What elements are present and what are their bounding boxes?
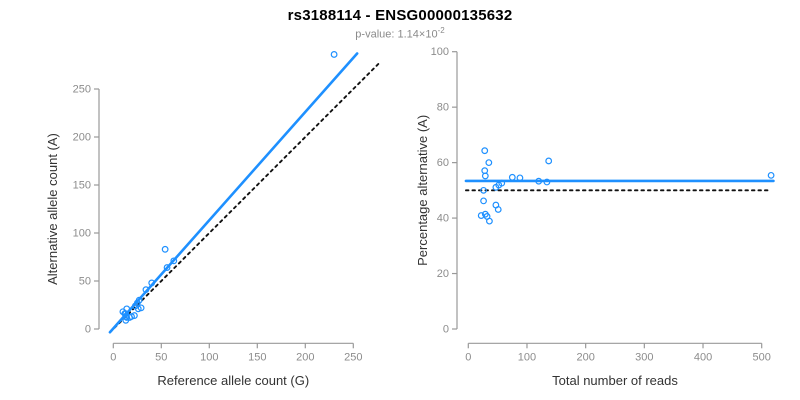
data-point (486, 217, 493, 225)
percentage-alternative-scatter-panel: 0 20 40 60 80 100 0 100 200 300 400 500 Percentage a… (415, 46, 775, 388)
x-tick-label: 0 (110, 351, 116, 363)
data-point (481, 147, 489, 155)
y-tick-label: 150 (73, 180, 91, 192)
data-point (485, 159, 493, 167)
data-point (163, 264, 171, 271)
y-tick-label: 200 (73, 132, 91, 144)
y-axis-title: Percentage alternative (A) (415, 115, 430, 266)
data-point (330, 51, 338, 58)
x-tick-label: 100 (200, 351, 218, 363)
data-point (134, 305, 142, 313)
data-point (161, 245, 169, 253)
x-tick-label: 50 (155, 351, 167, 363)
data-point (128, 313, 135, 320)
data-point (543, 178, 551, 186)
x-tick-label: 100 (518, 351, 536, 363)
data-point (122, 310, 130, 318)
x-tick-label: 200 (576, 351, 594, 363)
allele-count-scatter-panel: 0 50 100 150 200 250 0 50 100 150 200 250 Alternativ… (45, 51, 381, 388)
y-tick-label: 60 (437, 157, 449, 169)
y-tick-label: 0 (85, 324, 91, 336)
y-tick-label: 20 (437, 268, 449, 280)
data-point (494, 206, 502, 213)
data-point (545, 157, 553, 165)
data-point (131, 312, 138, 319)
data-point (480, 197, 487, 205)
x-tick-label: 0 (465, 351, 471, 363)
data-point (516, 174, 524, 182)
data-point (481, 172, 489, 180)
y-tick-label: 100 (431, 46, 449, 58)
y-tick-label: 0 (443, 324, 449, 336)
x-tick-label: 200 (296, 351, 314, 363)
data-point (137, 304, 145, 312)
y-tick-label: 80 (437, 102, 449, 114)
x-tick-label: 150 (248, 351, 266, 363)
data-point (508, 173, 516, 181)
data-point (767, 171, 775, 179)
data-point (170, 257, 178, 265)
data-point (535, 177, 543, 185)
identity-line (108, 62, 381, 334)
x-tick-label: 300 (635, 351, 653, 363)
fit-line (108, 52, 359, 334)
p-value-text: p-value: 1.14×10 (355, 28, 438, 41)
data-point (492, 183, 500, 191)
y-axis-title: Alternative allele count (A) (45, 133, 60, 285)
p-value-subtitle: p-value: 1.14×10-2 (0, 26, 800, 41)
y-tick-label: 250 (73, 84, 91, 96)
x-tick-label: 500 (753, 351, 771, 363)
x-axis-title: Total number of reads (552, 373, 678, 388)
y-tick-label: 100 (73, 228, 91, 240)
x-tick-label: 250 (344, 351, 362, 363)
x-tick-label: 400 (694, 351, 712, 363)
data-point (142, 286, 150, 294)
data-point (480, 186, 487, 194)
chart-title: rs3188114 - ENSG00000135632 (287, 7, 513, 24)
y-tick-label: 40 (437, 213, 449, 225)
data-point (148, 279, 156, 287)
x-axis-title: Reference allele count (G) (157, 373, 309, 388)
p-value-exponent: -2 (437, 26, 445, 35)
y-tick-label: 50 (79, 276, 91, 288)
data-point (123, 314, 131, 321)
